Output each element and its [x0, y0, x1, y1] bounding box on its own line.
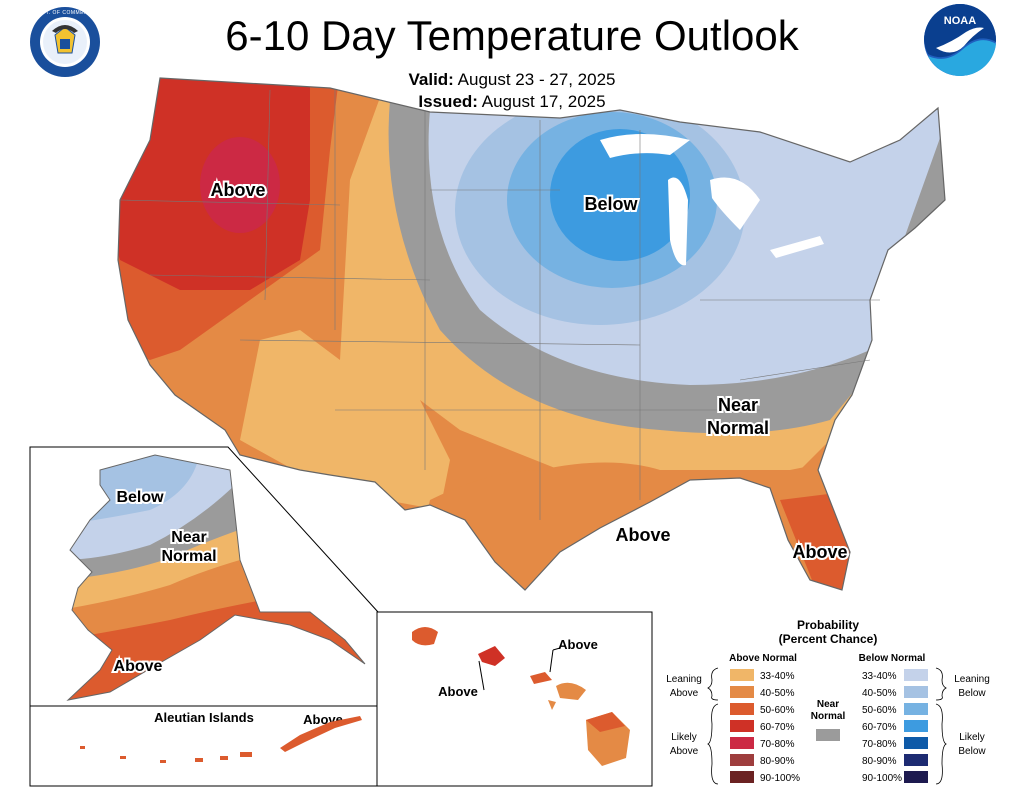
legend-below-range: 60-70%: [862, 722, 897, 733]
legend-below-swatches: [904, 669, 928, 783]
legend-brace: [707, 667, 719, 701]
legend-likely-above-1: Likely: [671, 732, 697, 743]
state-boundaries: [119, 89, 880, 520]
lake-michigan: [668, 177, 688, 266]
legend-near-2: Normal: [811, 711, 846, 722]
above-70-80-region: [200, 137, 280, 233]
hawaii-pointer-2: [549, 649, 554, 673]
commerce-seal-logo: DEPT. OF COMMERCE: [30, 7, 100, 77]
probability-legend: Probability (Percent Chance) Above Norma…: [666, 618, 990, 785]
legend-above-range: 40-50%: [760, 688, 795, 699]
conus-below-label: Below: [584, 194, 638, 214]
legend-title-2: (Percent Chance): [779, 632, 878, 646]
valid-row: Valid: August 23 - 27, 2025: [0, 70, 1024, 90]
legend-near-swatch: [816, 729, 840, 741]
legend-likely-below-1: Likely: [959, 732, 985, 743]
aleutian-title: Aleutian Islands: [154, 710, 254, 725]
legend-below-range: 33-40%: [862, 671, 897, 682]
alaska-below-label: Below: [116, 489, 164, 506]
lake-huron: [710, 177, 760, 230]
hawaii-above-label-2: Above: [558, 637, 598, 652]
issued-row: Issued: August 17, 2025: [0, 92, 1024, 112]
legend-brace: [935, 667, 947, 701]
legend-leaning-below-1: Leaning: [954, 674, 990, 685]
seal-text: DEPT. OF COMMERCE: [34, 10, 96, 16]
legend-brace: [935, 703, 947, 785]
legend-below-range: 70-80%: [862, 739, 897, 750]
below-60-70-region: [550, 129, 690, 261]
legend-brace: [707, 703, 719, 785]
alaska-near-label-2: Normal: [161, 548, 216, 565]
legend-leaning-above-1: Leaning: [666, 674, 702, 685]
hawaii-above-label-1: Above: [438, 684, 478, 699]
noaa-logo-text: NOAA: [944, 15, 976, 27]
lake-superior: [600, 134, 690, 158]
legend-below-range: 90-100%: [862, 773, 902, 784]
legend-above-header: Above Normal: [729, 653, 797, 664]
legend-leaning-above-2: Above: [670, 688, 699, 699]
legend-above-range: 33-40%: [760, 671, 795, 682]
legend-below-header: Below Normal: [859, 653, 926, 664]
issued-value: August 17, 2025: [481, 92, 606, 111]
valid-label: Valid:: [408, 70, 454, 89]
hawaii-pointer-3: [552, 647, 561, 651]
legend-above-range: 50-60%: [760, 705, 795, 716]
legend-above-range: 70-80%: [760, 739, 795, 750]
alaska-near-label-1: Near: [171, 529, 207, 546]
conus-near-label-1: Near: [718, 395, 758, 415]
hawaii-pointer-1: [478, 660, 485, 691]
hawaii-islands-shapes: [412, 627, 630, 766]
alaska-above-label: Above: [114, 658, 163, 675]
legend-below-range: 40-50%: [862, 688, 897, 699]
legend-likely-above-2: Above: [670, 746, 699, 757]
valid-value: August 23 - 27, 2025: [457, 70, 616, 89]
lake-erie: [770, 236, 824, 258]
conus-above-south-label: Above: [615, 525, 670, 545]
legend-leaning-below-2: Below: [958, 688, 986, 699]
legend-likely-below-2: Below: [958, 746, 986, 757]
conus-above-west-label: Above: [210, 180, 265, 200]
aleutian-islands-shapes: [80, 716, 362, 763]
legend-above-ranges: 33-40% 40-50% 50-60% 60-70% 70-80% 80-90…: [760, 671, 800, 784]
legend-near-1: Near: [817, 699, 839, 710]
legend-above-range: 60-70%: [760, 722, 795, 733]
aleutian-inset-frame: [29, 705, 379, 787]
noaa-logo: NOAA: [924, 4, 996, 76]
legend-title-1: Probability: [797, 618, 859, 632]
conus-above-florida-label: Above: [792, 542, 847, 562]
issued-label: Issued:: [418, 92, 478, 111]
legend-below-ranges: 33-40% 40-50% 50-60% 60-70% 70-80% 80-90…: [862, 671, 902, 784]
legend-above-range: 90-100%: [760, 773, 800, 784]
alaska-outline: [66, 454, 366, 701]
page-title: 6-10 Day Temperature Outlook: [225, 12, 799, 59]
legend-below-range: 80-90%: [862, 756, 897, 767]
legend-above-range: 80-90%: [760, 756, 795, 767]
conus-outline: [117, 77, 946, 591]
conus-near-label-2: Normal: [707, 418, 769, 438]
legend-above-swatches: [730, 669, 754, 783]
legend-below-range: 50-60%: [862, 705, 897, 716]
